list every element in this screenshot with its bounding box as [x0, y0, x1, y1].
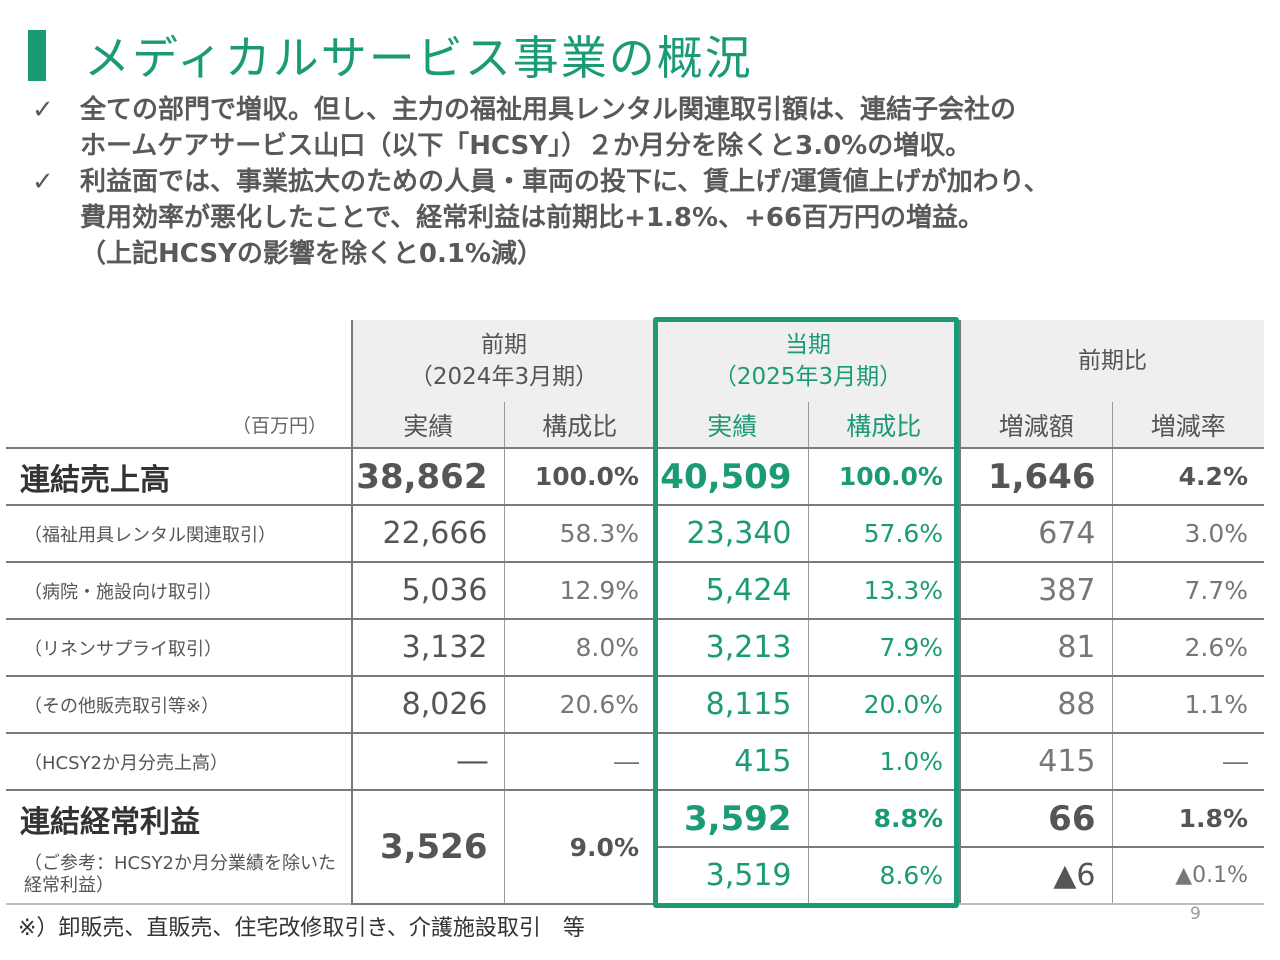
curr-ratio: 7.9%: [807, 619, 960, 677]
prev-value: 5,036: [351, 562, 504, 620]
row-label: （その他販売取引等※）: [6, 676, 352, 734]
row-label: （HCSY2か月分売上高）: [6, 733, 352, 791]
diff-value: 387: [959, 562, 1112, 620]
prev-ratio: 20.6%: [503, 676, 656, 734]
diff-rate: ▲0.1%: [1111, 847, 1264, 905]
prev-value: 3,526: [351, 790, 504, 905]
diff-value: 88: [959, 676, 1112, 734]
curr-ratio: 13.3%: [807, 562, 960, 620]
row-label: （病院・施設向け取引）: [6, 562, 352, 620]
curr-value: 5,424: [655, 562, 808, 620]
table-row: （HCSY2か月分売上高） ― ― 415 1.0% 415 ―: [6, 733, 1264, 791]
row-label: 連結売上高: [6, 448, 352, 506]
checkmark-icon: ✓: [32, 95, 54, 125]
table-row: 連結売上高 38,862 100.0% 40,509 100.0% 1,646 …: [6, 448, 1264, 506]
curr-value: 3,592: [655, 790, 808, 848]
row-label: （ご参考：HCSY2か月分業績を除いた経常利益）: [6, 847, 352, 905]
diff-rate: 7.7%: [1111, 562, 1264, 620]
bullet-line: 費用効率が悪化したことで、経常利益は前期比+1.8%、+66百万円の増益。: [80, 203, 985, 233]
table-row: （リネンサプライ取引） 3,132 8.0% 3,213 7.9% 81 2.6…: [6, 619, 1264, 677]
curr-ratio: 57.6%: [807, 505, 960, 563]
footnote: ※）卸販売、直販売、住宅改修取引き、介護施設取引 等: [18, 916, 585, 941]
header-corner: [6, 320, 352, 402]
table-row: （病院・施設向け取引） 5,036 12.9% 5,424 13.3% 387 …: [6, 562, 1264, 620]
col-curr-ratio: 構成比: [807, 402, 960, 449]
table-row: 連結経常利益 3,526 9.0% 3,592 8.8% 66 1.8%: [6, 790, 1264, 905]
curr-value: 40,509: [655, 448, 808, 506]
bullet-item: ✓ 全ての部門で増収。但し、主力の福祉用具レンタル関連取引額は、連結子会社の ホ…: [32, 92, 1262, 164]
diff-rate: ―: [1111, 733, 1264, 791]
diff-value: 66: [959, 790, 1112, 848]
diff-value: 674: [959, 505, 1112, 563]
prev-ratio: 9.0%: [503, 790, 656, 905]
diff-value: 1,646: [959, 448, 1112, 506]
current-period-header: 当期 （2025年3月期）: [655, 320, 960, 402]
col-diff-amount: 増減額: [959, 402, 1112, 449]
col-diff-rate: 増減率: [1111, 402, 1264, 449]
table-row: （その他販売取引等※） 8,026 20.6% 8,115 20.0% 88 1…: [6, 676, 1264, 734]
row-label: （リネンサプライ取引）: [6, 619, 352, 677]
diff-rate: 1.8%: [1111, 790, 1264, 848]
yoy-header: 前期比: [959, 320, 1264, 402]
prev-ratio: 12.9%: [503, 562, 656, 620]
prev-ratio: 8.0%: [503, 619, 656, 677]
checkmark-icon: ✓: [32, 167, 54, 197]
curr-value: 8,115: [655, 676, 808, 734]
summary-bullets: ✓ 全ての部門で増収。但し、主力の福祉用具レンタル関連取引額は、連結子会社の ホ…: [32, 92, 1262, 272]
prev-period-header: 前期 （2024年3月期）: [351, 320, 656, 402]
curr-value: 3,213: [655, 619, 808, 677]
bullet-line: ホームケアサービス山口（以下「HCSY」）２か月分を除くと3.0%の増収。: [80, 131, 972, 161]
col-prev-ratio: 構成比: [503, 402, 656, 449]
prev-ratio: ―: [503, 733, 656, 791]
diff-rate: 3.0%: [1111, 505, 1264, 563]
results-table: 前期 （2024年3月期） 当期 （2025年3月期） 前期比 （百万円） 実績 構…: [6, 320, 1264, 905]
diff-rate: 4.2%: [1111, 448, 1264, 506]
bullet-line: 利益面では、事業拡大のための人員・車両の投下に、賃上げ/運賃値上げが加わり、: [80, 167, 1050, 197]
curr-ratio: 1.0%: [807, 733, 960, 791]
current-period-highlight: [653, 317, 959, 908]
prev-value: 22,666: [351, 505, 504, 563]
curr-ratio: 100.0%: [807, 448, 960, 506]
prev-value: 8,026: [351, 676, 504, 734]
bullet-line: 全ての部門で増収。但し、主力の福祉用具レンタル関連取引額は、連結子会社の: [80, 95, 1017, 125]
curr-value: 415: [655, 733, 808, 791]
bullet-line: （上記HCSYの影響を除くと0.1%減）: [80, 239, 543, 269]
table-row: （ご参考：HCSY2か月分業績を除いた経常利益） 3,519 8.6% ▲6 ▲…: [6, 847, 1264, 905]
unit-label: （百万円）: [6, 402, 352, 449]
page-title: メディカルサービス事業の概況: [84, 31, 753, 85]
table-row: （福祉用具レンタル関連取引） 22,666 58.3% 23,340 57.6%…: [6, 505, 1264, 563]
col-curr-actual: 実績: [655, 402, 808, 449]
curr-value: 23,340: [655, 505, 808, 563]
prev-ratio: 58.3%: [503, 505, 656, 563]
curr-ratio: 20.0%: [807, 676, 960, 734]
diff-value: ▲6: [959, 847, 1112, 905]
title-accent-bar: [28, 30, 46, 81]
row-label: 連結経常利益: [20, 805, 200, 840]
row-label: （福祉用具レンタル関連取引）: [6, 505, 352, 563]
col-prev-actual: 実績: [351, 402, 504, 449]
prev-value: 3,132: [351, 619, 504, 677]
diff-rate: 2.6%: [1111, 619, 1264, 677]
prev-value: ―: [351, 733, 504, 791]
diff-value: 415: [959, 733, 1112, 791]
diff-value: 81: [959, 619, 1112, 677]
curr-ratio: 8.8%: [807, 790, 960, 848]
prev-ratio: 100.0%: [503, 448, 656, 506]
diff-rate: 1.1%: [1111, 676, 1264, 734]
bullet-item: ✓ 利益面では、事業拡大のための人員・車両の投下に、賃上げ/運賃値上げが加わり、…: [32, 164, 1262, 272]
page-number: 9: [1190, 904, 1201, 924]
prev-value: 38,862: [351, 448, 504, 506]
